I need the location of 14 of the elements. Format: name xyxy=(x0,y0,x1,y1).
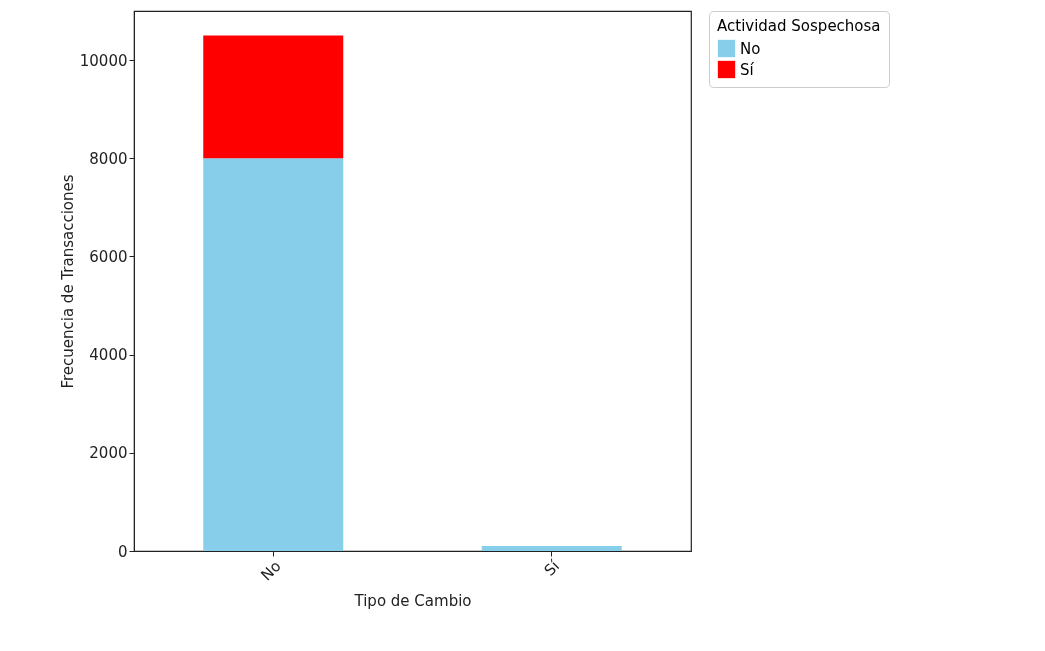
bar xyxy=(481,546,622,551)
bar xyxy=(203,35,344,159)
y-tick-label: 8000 xyxy=(89,149,128,168)
legend-title: Actividad Sospechosa xyxy=(717,17,881,35)
bar xyxy=(203,158,344,551)
x-axis-title: Tipo de Cambio xyxy=(353,591,472,610)
y-axis-title: Frecuencia de Transacciones xyxy=(58,174,77,389)
y-tick-label: 2000 xyxy=(89,444,128,463)
y-tick-label: 4000 xyxy=(89,346,128,365)
legend-label: No xyxy=(740,39,761,58)
y-tick-label: 10000 xyxy=(79,51,128,70)
y-tick-label: 6000 xyxy=(89,247,128,266)
y-tick-label: 0 xyxy=(117,542,128,561)
legend-label: Sí xyxy=(740,60,755,79)
